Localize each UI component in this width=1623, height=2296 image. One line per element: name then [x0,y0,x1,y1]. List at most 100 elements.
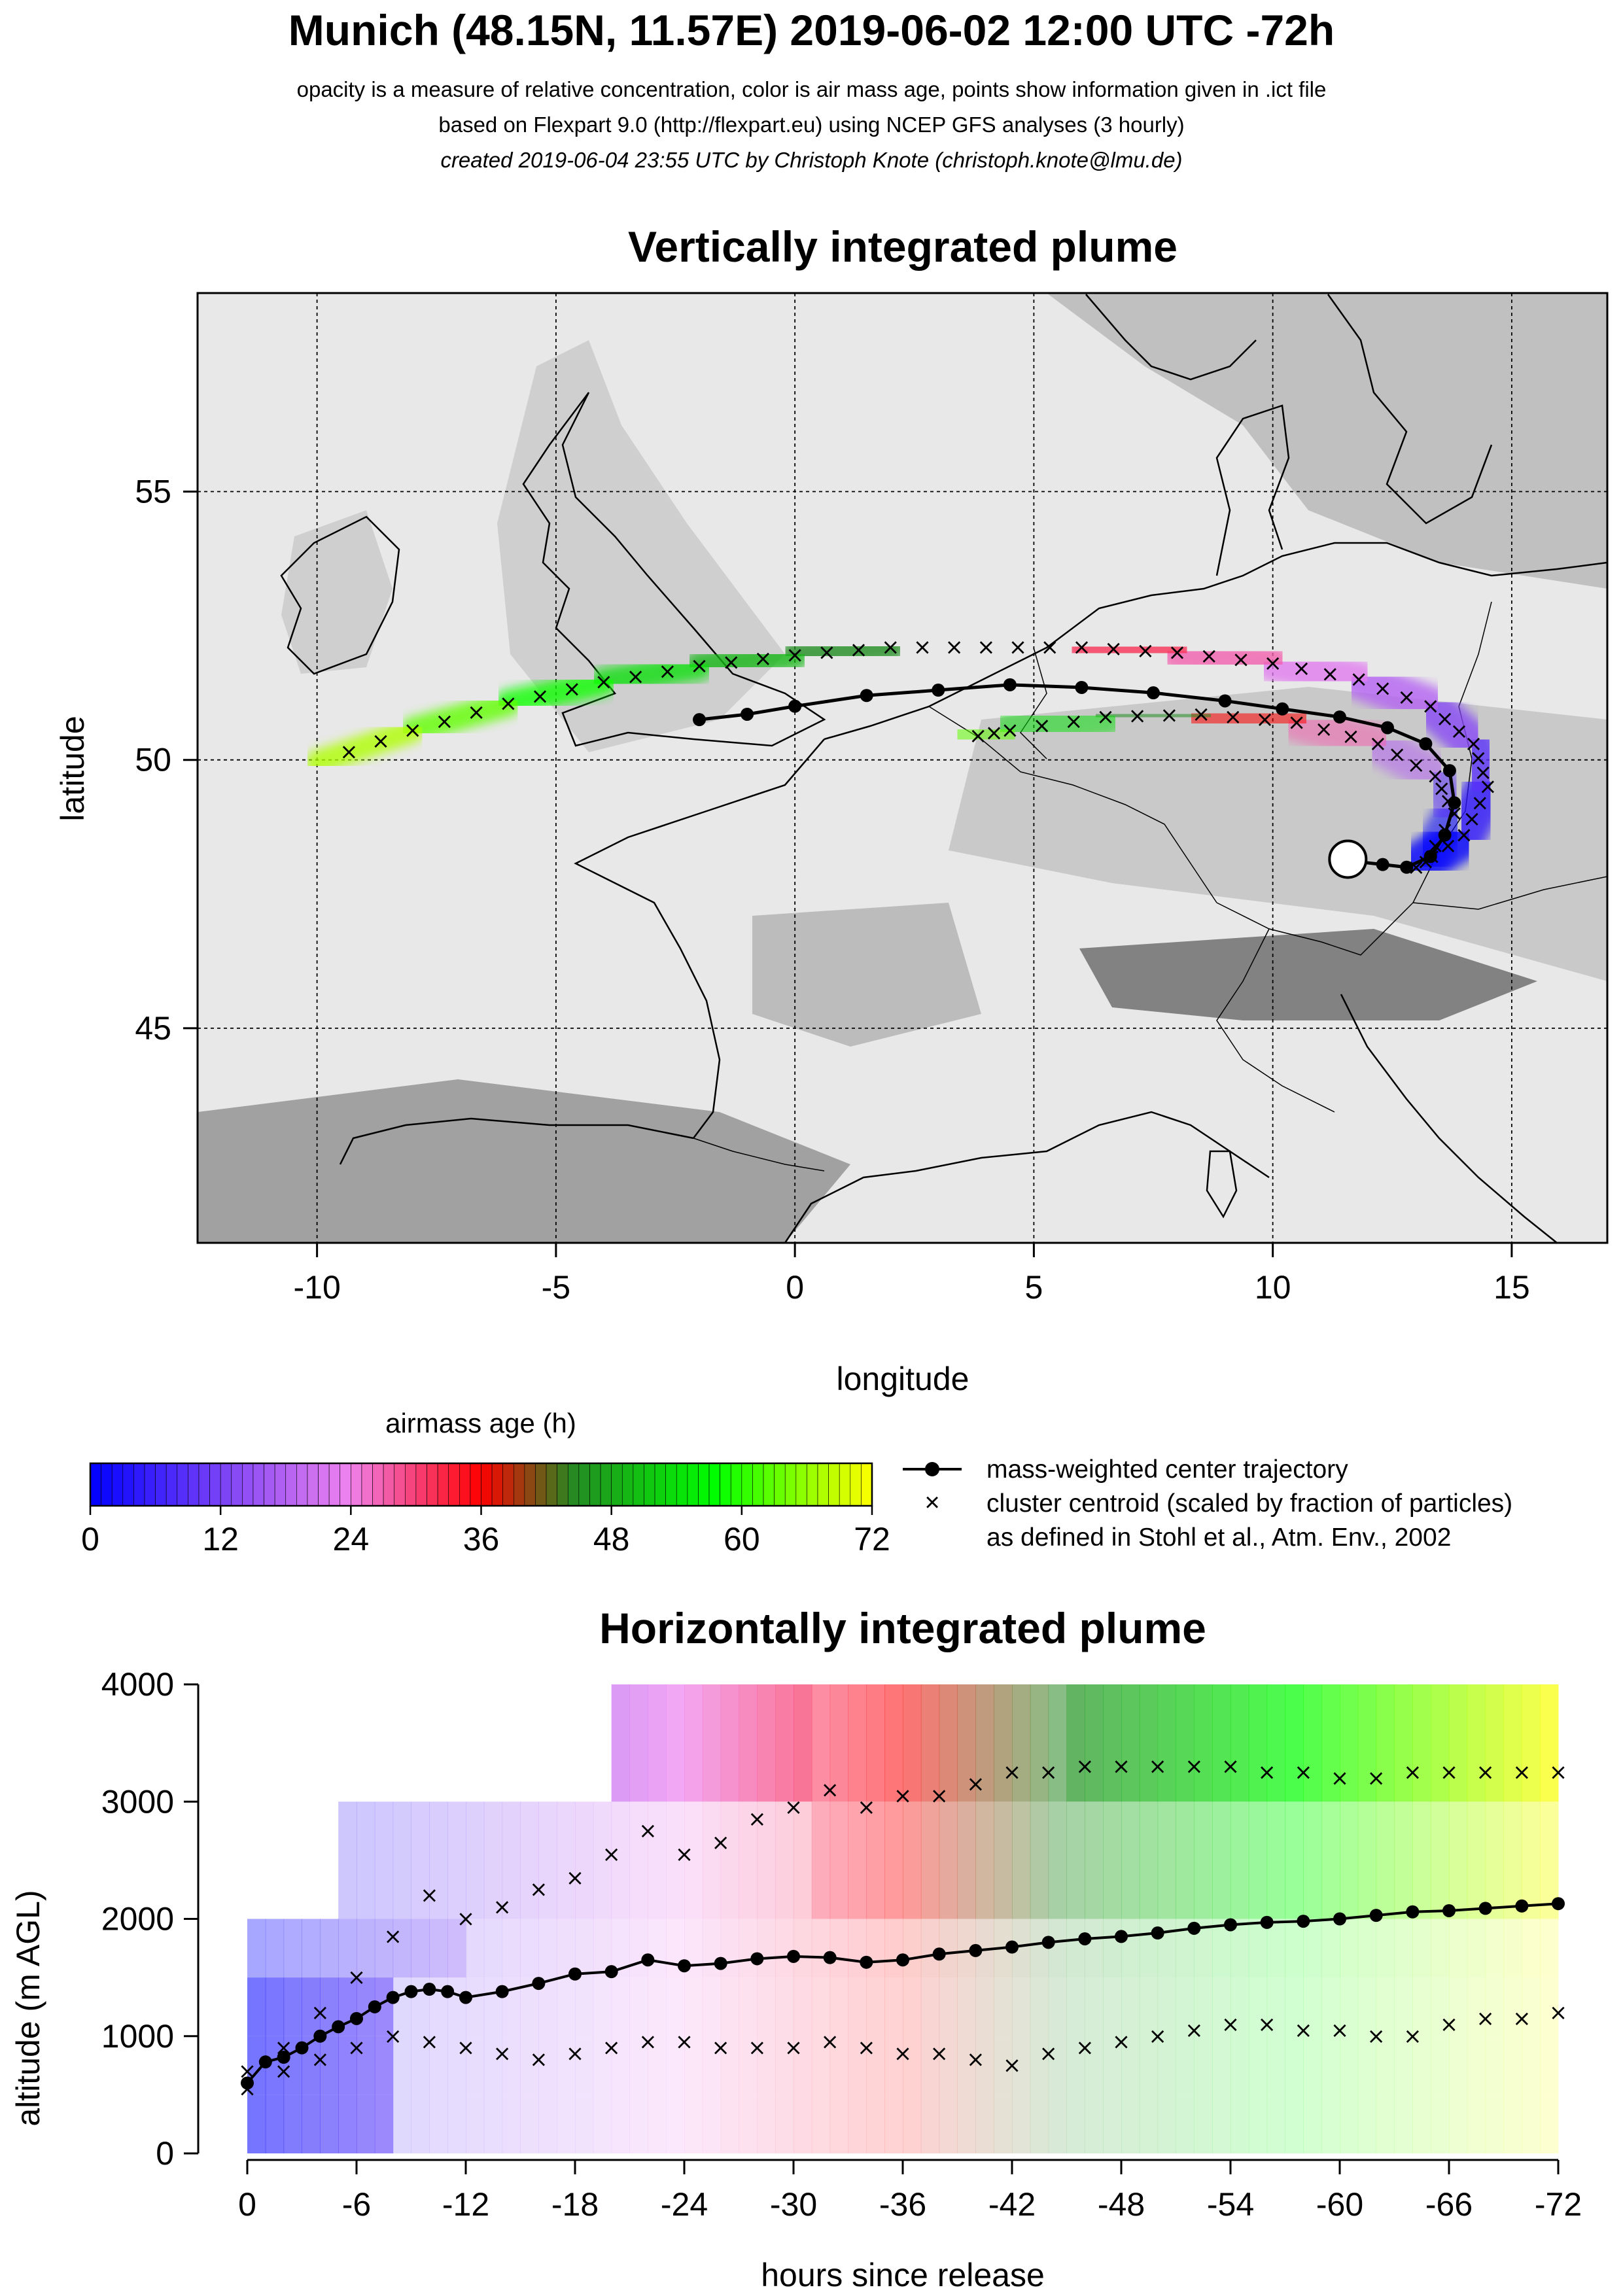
profile-axes: 0 -6 -12 -18 -24 -30 -36 -42 -48 -54 -60 -66 -72 0 100… [101,1666,1582,2223]
plume-cell [538,2036,557,2095]
plume-cell [575,1919,594,1978]
cluster-centroid-mark: × [977,634,996,660]
plume-cell [1540,2036,1559,2095]
profile-center-point [604,1965,618,1979]
plume-cell [629,2036,648,2095]
plume-cell [447,1919,466,1978]
profile-cluster-mark: × [1331,1765,1350,1791]
plume-cell [1121,1919,1140,1978]
plume-cell [247,1919,266,1978]
profile-x-tick-label: -12 [442,2186,489,2223]
plume-cell [1540,1684,1559,1802]
coastline-italy-adriatic [1340,994,1558,1244]
plume-cell [1340,2095,1359,2153]
center-trajectory-point [1333,710,1346,724]
plume-cell [557,1919,576,1978]
colorbar-cell [101,1463,113,1506]
plume-cell [557,1977,576,2036]
colorbar-cell [752,1463,764,1506]
plume-cell [1485,1801,1504,1919]
plume-cell [1085,1801,1104,1919]
plume-cell [829,1684,848,1802]
center-trajectory-point [860,689,873,703]
plume-cell [757,1684,776,1802]
cluster-centroid-mark: × [1168,640,1187,666]
plume-cell [1048,2095,1067,2153]
profile-cluster-mark: × [1403,1759,1422,1785]
map-x-tick-label: 10 [1255,1269,1291,1306]
plume-cell [794,1684,812,1802]
plume-cell [939,1684,958,1802]
colorbar-cell [166,1463,178,1506]
cluster-centroid-mark: × [1287,709,1306,735]
plume-cell [1394,1977,1413,2036]
profile-center-point [1478,1902,1492,1915]
plume-cell [1048,1919,1067,1978]
profile-cluster-mark: × [1185,2017,1204,2044]
plume-cell [775,1801,794,1919]
profile-cluster-mark: × [1075,1753,1094,1779]
plume-cell [1085,1977,1104,2036]
plume-cell [975,2095,994,2153]
colorbar-cell [730,1463,742,1506]
center-trajectory-point [788,699,802,713]
center-trajectory-point [693,713,707,727]
terrain-scandinavia [1047,293,1607,589]
cluster-centroid-mark: × [786,642,805,669]
cluster-centroid-mark: × [1464,731,1483,757]
colorbar-cell [633,1463,644,1506]
profile-center-point [459,1991,472,2004]
plume-cell [1321,2036,1340,2095]
plume-cell [666,1977,685,2036]
cluster-centroid-mark: × [372,728,391,754]
plume-cell [1467,1801,1486,1919]
colorbar-cell [861,1463,873,1506]
plume-cell [1176,2036,1195,2095]
plume-cell [903,1684,922,1802]
plume-cell [811,1801,831,1919]
profile-cluster-mark: × [1112,2029,1131,2055]
plume-cell [466,1919,485,1978]
colorbar-cell [209,1463,221,1506]
cluster-centroid-mark: × [881,634,900,660]
plume-cell [1303,1977,1322,2036]
profile-center-point [368,2000,381,2013]
plume-cell [794,2036,812,2095]
profile-center-point [295,2041,309,2055]
colorbar-cell [676,1463,688,1506]
plume-cell [374,2095,394,2153]
plume-cell [829,2095,848,2153]
plume-cell [1522,1919,1541,1978]
center-trajectory-point [1419,737,1433,751]
profile-center-point [568,1967,582,1981]
profile-cluster-mark: × [675,1841,694,1868]
profile-center-point [441,1985,455,1998]
profile-cluster-mark: × [675,2029,694,2055]
plume-cell [1176,1977,1195,2036]
colorbar-cell [502,1463,514,1506]
plume-cell [593,1801,612,1919]
map-ylabel: latitude [54,716,91,821]
profile-cluster-mark: × [493,2041,512,2067]
map-axis-ticks: -10 -5 0 5 10 15 45 50 55 [135,474,1529,1306]
plume-cell [447,1801,466,1919]
plume-cell [357,2036,375,2095]
plume-cell [1376,2036,1395,2095]
plume-cell [1540,2095,1559,2153]
center-trajectory-point [932,684,945,697]
profile-ylabel: altitude (m AGL) [10,1890,46,2126]
cluster-centroid-mark: × [595,669,614,695]
page-title: Munich (48.15N, 11.57E) 2019-06-02 12:00… [288,6,1335,54]
plume-cell [1522,1684,1541,1802]
plume-cell [848,1801,867,1919]
colorbar-cell [220,1463,232,1506]
plume-cell [1030,2036,1049,2095]
plume-segment [589,652,714,697]
profile-center-point [258,2055,272,2069]
plume-cell [1012,2036,1031,2095]
profile-center-point [969,1943,983,1957]
profile-cluster-mark: × [1331,2017,1350,2044]
plume-segment [305,718,425,775]
profile-center-point [332,2020,345,2034]
colorbar-cell [817,1463,829,1506]
